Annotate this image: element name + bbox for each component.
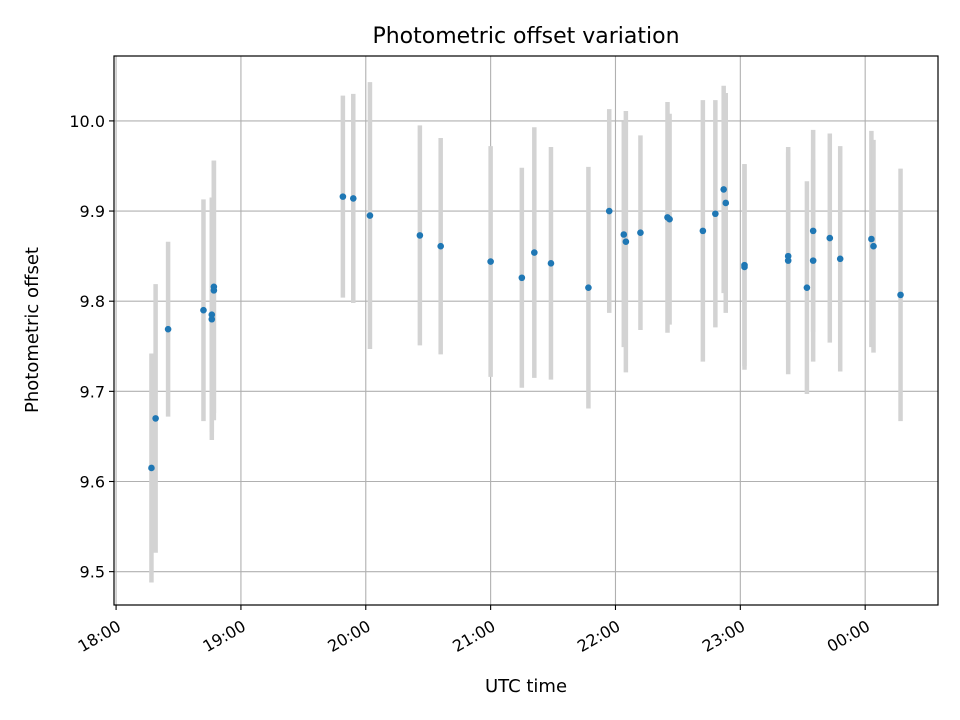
y-tick-label: 9.9 — [80, 202, 105, 221]
data-point — [531, 249, 538, 256]
data-point — [722, 199, 730, 207]
errorbar-layer — [149, 82, 903, 583]
data-point — [897, 291, 904, 299]
y-tick-label: 10.0 — [69, 112, 105, 131]
data-point — [152, 415, 159, 422]
point-layer — [148, 186, 904, 472]
data-point — [349, 195, 357, 202]
data-point — [637, 229, 644, 236]
plot-frame — [113, 55, 939, 606]
grid-layer — [114, 56, 938, 605]
x-tick-label: 22:00 — [574, 616, 623, 656]
x-tick-label: 00:00 — [824, 616, 873, 656]
data-point — [585, 284, 592, 291]
data-point — [339, 193, 347, 200]
data-point — [487, 258, 494, 265]
data-point — [518, 274, 526, 282]
chart-title: Photometric offset variation — [372, 24, 679, 49]
data-point — [210, 283, 218, 291]
data-point — [620, 231, 628, 238]
tick-layer: 18:00 19:00 20:00 21:00 22:00 23:00 00:00 9.5 9.… — [69, 112, 873, 656]
data-point — [208, 315, 216, 323]
y-tick-label: 9.5 — [80, 563, 105, 582]
data-point — [809, 227, 817, 235]
data-point — [868, 235, 875, 243]
data-point — [547, 260, 555, 267]
data-point — [836, 255, 844, 263]
x-axis-label: UTC time — [485, 676, 567, 697]
data-point — [741, 263, 748, 271]
data-point — [720, 186, 727, 193]
data-point — [803, 284, 811, 291]
data-point — [809, 257, 817, 264]
data-point — [605, 207, 613, 215]
x-tick-label: 23:00 — [699, 616, 748, 656]
data-point — [437, 242, 444, 250]
y-tick-label: 9.8 — [80, 292, 105, 311]
data-point — [416, 232, 424, 239]
data-point — [622, 238, 630, 246]
x-tick-label: 18:00 — [75, 616, 124, 656]
x-tick-label: 21:00 — [449, 616, 498, 656]
x-tick-label: 19:00 — [199, 616, 248, 656]
data-point — [699, 227, 707, 235]
y-axis-label: Photometric offset — [22, 247, 43, 413]
data-point — [366, 212, 374, 219]
data-point — [200, 306, 207, 314]
data-point — [870, 242, 877, 250]
x-tick-label: 20:00 — [324, 616, 373, 656]
data-point — [826, 234, 834, 242]
y-tick-label: 9.6 — [80, 472, 105, 491]
data-point — [784, 257, 792, 264]
data-point — [666, 215, 673, 223]
data-point — [712, 210, 719, 218]
data-point — [164, 325, 172, 333]
data-point — [148, 464, 155, 472]
y-tick-label: 9.7 — [80, 382, 105, 401]
